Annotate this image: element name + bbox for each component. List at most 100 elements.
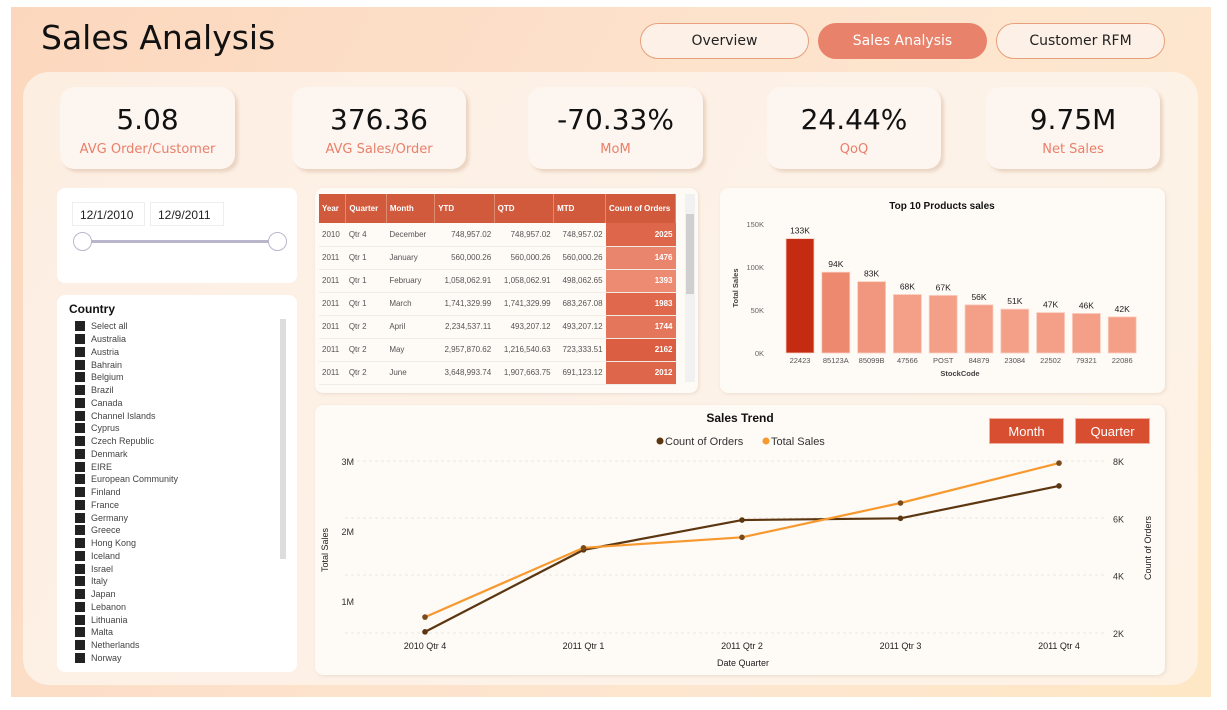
checkbox[interactable]	[75, 652, 85, 663]
checkbox[interactable]	[75, 487, 85, 498]
checkbox[interactable]	[75, 576, 85, 587]
checkbox[interactable]	[75, 372, 85, 383]
column-header[interactable]: QTD	[494, 194, 555, 223]
country-item[interactable]: Australia	[75, 333, 178, 346]
nav-overview-button[interactable]: Overview	[640, 23, 809, 59]
checkbox[interactable]	[75, 627, 85, 638]
checkbox[interactable]	[75, 359, 85, 370]
country-label: Hong Kong	[91, 538, 137, 549]
scroll-thumb[interactable]	[686, 214, 694, 294]
column-header[interactable]: Count of Orders	[605, 194, 676, 223]
table-row[interactable]: 2011 Qtr 2 June 3,648,993.74 1,907,663.75 691…	[319, 361, 676, 385]
end-date-input[interactable]: 12/9/2011	[150, 202, 224, 226]
checkbox[interactable]	[75, 550, 85, 561]
table-cell: 1,058,062.91	[434, 269, 495, 293]
country-item[interactable]: Channel Islands	[75, 409, 178, 422]
country-item[interactable]: Denmark	[75, 448, 178, 461]
checkbox[interactable]	[75, 397, 85, 408]
checkbox[interactable]	[75, 474, 85, 485]
country-item[interactable]: Lithuania	[75, 613, 178, 626]
end-slider-handle[interactable]	[268, 232, 287, 251]
x-axis-title: StockCode	[940, 369, 979, 378]
country-item[interactable]: Hong Kong	[75, 537, 178, 550]
checkbox[interactable]	[75, 410, 85, 421]
country-item[interactable]: Malta	[75, 626, 178, 639]
checkbox[interactable]	[75, 346, 85, 357]
column-header[interactable]: MTD	[553, 194, 607, 223]
checkbox[interactable]	[75, 334, 85, 345]
country-item[interactable]: Cyprus	[75, 422, 178, 435]
data-label: 46K	[1079, 300, 1094, 310]
x-tick-label: 47566	[897, 356, 918, 365]
checkbox[interactable]	[75, 499, 85, 510]
checkbox[interactable]	[75, 525, 85, 536]
checkbox[interactable]	[75, 589, 85, 600]
checkbox[interactable]	[75, 448, 85, 459]
checkbox[interactable]	[75, 512, 85, 523]
start-slider-handle[interactable]	[73, 232, 92, 251]
data-point	[580, 545, 587, 551]
checkbox[interactable]	[75, 461, 85, 472]
table-scrollbar[interactable]	[685, 194, 695, 382]
country-item[interactable]: Czech Republic	[75, 435, 178, 448]
country-item[interactable]: Italy	[75, 575, 178, 588]
country-item[interactable]: Greece	[75, 524, 178, 537]
checkbox[interactable]	[75, 538, 85, 549]
country-scrollbar[interactable]	[280, 319, 286, 559]
checkbox[interactable]	[75, 563, 85, 574]
checkbox[interactable]	[75, 423, 85, 434]
country-item[interactable]: Finland	[75, 486, 178, 499]
country-list: Select all Australia Austria Bahrain Belgium…	[75, 320, 178, 664]
checkbox[interactable]	[75, 321, 85, 332]
column-header[interactable]: YTD	[434, 194, 495, 223]
month-button[interactable]: Month	[989, 418, 1064, 444]
country-item[interactable]: Iceland	[75, 550, 178, 563]
column-header[interactable]: Quarter	[345, 194, 387, 223]
country-label: Canada	[91, 397, 123, 408]
country-item[interactable]: Israel	[75, 562, 178, 575]
country-item[interactable]: Belgium	[75, 371, 178, 384]
start-date-input[interactable]: 12/1/2010	[72, 202, 145, 226]
country-item[interactable]: Austria	[75, 346, 178, 359]
y-tick-label: 50K	[751, 306, 764, 315]
checkbox[interactable]	[75, 640, 85, 651]
country-item[interactable]: Select all	[75, 320, 178, 333]
matrix-table: Year Quarter Month YTD QTD MTD Count of Orders…	[319, 194, 676, 385]
table-row[interactable]: 2010 Qtr 4 December 748,957.02 748,957.02 748…	[319, 223, 676, 247]
country-item[interactable]: Canada	[75, 397, 178, 410]
country-item[interactable]: France	[75, 499, 178, 512]
column-header[interactable]: Month	[386, 194, 436, 223]
checkbox[interactable]	[75, 614, 85, 625]
table-row[interactable]: 2011 Qtr 1 January 560,000.26 560,000.26 560,…	[319, 246, 676, 270]
bar	[857, 281, 887, 354]
table-row[interactable]: 2011 Qtr 1 March 1,741,329.99 1,741,329.99 68…	[319, 292, 676, 316]
sales-trend-card: Sales Trend Count of Orders Total Sales 1M 2…	[315, 405, 1165, 675]
table-row[interactable]: 2011 Qtr 2 April 2,234,537.11 493,207.12 493,…	[319, 315, 676, 339]
checkbox[interactable]	[75, 436, 85, 447]
table-cell: 493,207.12	[553, 315, 606, 339]
table-cell: Qtr 2	[345, 315, 387, 339]
checkbox[interactable]	[75, 385, 85, 396]
data-point	[1056, 483, 1062, 489]
country-item[interactable]: EIRE	[75, 460, 178, 473]
bar	[821, 271, 851, 354]
country-item[interactable]: Japan	[75, 588, 178, 601]
country-item[interactable]: Brazil	[75, 384, 178, 397]
country-label: Belgium	[91, 372, 124, 383]
nav-customer-rfm-button[interactable]: Customer RFM	[996, 23, 1165, 59]
table-row[interactable]: 2011 Qtr 1 February 1,058,062.91 1,058,062.9…	[319, 269, 676, 293]
country-item[interactable]: Bahrain	[75, 358, 178, 371]
column-header[interactable]: Year	[319, 194, 347, 223]
table-row[interactable]: 2011 Qtr 2 May 2,957,870.62 1,216,540.63 723,…	[319, 338, 676, 362]
country-item[interactable]: European Community	[75, 473, 178, 486]
table-cell: 1,216,540.63	[494, 338, 554, 362]
quarter-button[interactable]: Quarter	[1075, 418, 1150, 444]
checkbox[interactable]	[75, 601, 85, 612]
nav-sales-analysis-button[interactable]: Sales Analysis	[818, 23, 987, 59]
country-item[interactable]: Norway	[75, 652, 178, 665]
table-cell: Qtr 1	[345, 269, 387, 293]
country-item[interactable]: Lebanon	[75, 601, 178, 614]
country-item[interactable]: Netherlands	[75, 639, 178, 652]
table-cell: April	[386, 315, 435, 339]
country-item[interactable]: Germany	[75, 511, 178, 524]
